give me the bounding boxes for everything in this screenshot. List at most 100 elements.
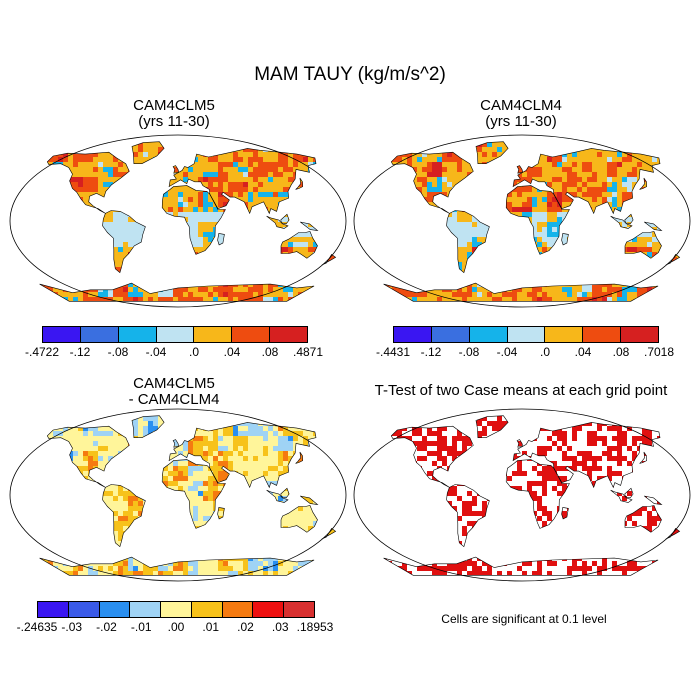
map-border	[9, 134, 347, 308]
significance-note: Cells are significant at 0.1 level	[441, 612, 607, 626]
coastline	[172, 165, 180, 174]
map-border	[353, 408, 691, 582]
coastline	[46, 151, 130, 214]
coastline	[39, 556, 315, 576]
colorbar-tick-label: -.04	[145, 345, 167, 359]
colorbar-swatch	[545, 327, 584, 342]
coastline	[505, 459, 570, 529]
panel2-title: CAM4CLM4 (yrs 11-30)	[371, 98, 671, 130]
map-border	[353, 134, 691, 308]
coastline	[624, 487, 634, 499]
coastline	[217, 507, 225, 520]
coastline	[475, 415, 509, 439]
colorbar-tick-label: -.01	[130, 620, 152, 634]
coastline	[561, 233, 569, 246]
colorbar-swatch	[394, 327, 432, 342]
colorbar-swatch	[270, 327, 308, 342]
coastline	[665, 527, 681, 540]
colorbar-swatch	[583, 327, 622, 342]
colorbar-swatch	[194, 327, 233, 342]
coastline	[300, 221, 319, 232]
coastline	[610, 215, 633, 229]
colorbar-swatch	[621, 327, 659, 342]
panel3-title: CAM4CLM5 - CAM4CLM4	[24, 376, 324, 408]
colorbar-tick-label: -.03	[61, 620, 83, 634]
colorbar-swatch	[43, 327, 81, 342]
coastline	[446, 484, 490, 548]
coastline	[383, 282, 659, 302]
colorbar-panel2	[393, 326, 659, 343]
map-border	[9, 408, 347, 582]
colorbar-swatch	[80, 327, 119, 342]
colorbar-tick-label: .00	[167, 620, 185, 634]
coastline	[390, 151, 474, 214]
colorbar-tick-label: -.12	[420, 345, 442, 359]
coastline	[131, 141, 165, 165]
colorbar-tick-label: .03	[271, 620, 289, 634]
colorbar-swatch	[431, 327, 470, 342]
colorbar-swatch	[507, 327, 546, 342]
coastline	[516, 439, 524, 448]
colorbar-tick-label: .4871	[292, 345, 324, 359]
coastline	[610, 489, 633, 503]
coastline	[321, 527, 337, 540]
coastline	[446, 210, 490, 274]
colorbar-panel1	[42, 326, 308, 343]
coastline	[46, 425, 130, 488]
panel4-title: T-Test of two Case means at each grid po…	[374, 382, 668, 399]
coastline	[280, 213, 290, 225]
land-field	[383, 141, 680, 302]
coastline	[39, 282, 315, 302]
map-panel3	[9, 408, 347, 582]
coastline	[561, 507, 569, 520]
colorbar-tick-label: .04	[574, 345, 592, 359]
coastline	[390, 425, 474, 488]
colorbar-swatch	[284, 602, 315, 617]
colorbar-tick-label: -.08	[458, 345, 480, 359]
coastline	[172, 439, 180, 448]
colorbar-swatch	[232, 327, 271, 342]
coastline	[295, 177, 304, 190]
coastline	[639, 177, 648, 190]
coastline	[644, 221, 663, 232]
coastline	[102, 210, 146, 274]
coastline	[624, 231, 662, 259]
colorbar-swatch	[161, 602, 192, 617]
colorbar-tick-label: -.4722	[24, 345, 60, 359]
panel1-title-line1: CAM4CLM5	[133, 97, 215, 114]
colorbar-swatch	[191, 602, 223, 617]
colorbar-tick-label: .02	[237, 620, 254, 634]
colorbar-tick-label: .0	[188, 345, 200, 359]
colorbar-swatch	[130, 602, 162, 617]
colorbar-tick-label: .0	[539, 345, 551, 359]
coastline	[280, 505, 318, 533]
colorbar-swatch	[99, 602, 131, 617]
coastline	[131, 415, 165, 439]
coastline	[639, 451, 648, 464]
coastline	[161, 459, 226, 529]
panel1-title: CAM4CLM5 (yrs 11-30)	[24, 98, 324, 130]
coastline	[505, 185, 570, 255]
colorbar-tick-label: .08	[261, 345, 279, 359]
coastline	[266, 215, 289, 229]
figure-title: MAM TAUY (kg/m/s^2)	[254, 64, 446, 85]
land-field	[39, 415, 336, 576]
colorbar-tick-label: -.02	[96, 620, 117, 634]
colorbar-tick-label: -.12	[69, 345, 91, 359]
coastline	[383, 556, 659, 576]
colorbar-swatch	[469, 327, 508, 342]
land-field	[39, 141, 336, 302]
colorbar-tick-label: .18953	[296, 620, 334, 634]
panel3-title-line1: CAM4CLM5	[133, 375, 215, 392]
coastline	[300, 495, 319, 506]
coastline	[266, 489, 289, 503]
colorbar-tick-label: .08	[612, 345, 630, 359]
coastline	[161, 185, 226, 255]
coastline	[665, 253, 681, 266]
colorbar-panel3	[37, 601, 315, 618]
coastline	[624, 213, 634, 225]
coastline	[280, 487, 290, 499]
panel1-title-line2: (yrs 11-30)	[138, 113, 210, 130]
colorbar-swatch	[38, 602, 69, 617]
colorbar-swatch	[222, 602, 254, 617]
